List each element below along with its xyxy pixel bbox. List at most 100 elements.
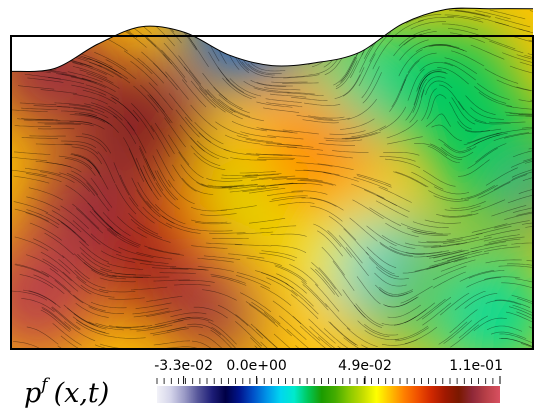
streamline — [221, 174, 259, 176]
streamline — [442, 213, 479, 218]
streamline — [146, 309, 182, 317]
streamline — [229, 108, 264, 122]
streamline — [484, 276, 521, 280]
streamline — [428, 190, 464, 200]
streamline — [128, 148, 145, 182]
streamline — [190, 145, 221, 166]
streamline — [332, 150, 369, 153]
streamline — [470, 241, 507, 250]
streamline — [11, 290, 48, 301]
streamline — [73, 294, 106, 312]
streamline — [210, 274, 246, 284]
streamline — [26, 196, 61, 211]
streamline — [422, 302, 452, 326]
streamline — [443, 320, 472, 344]
streamline — [438, 321, 468, 345]
streamline — [362, 72, 382, 104]
streamline — [480, 36, 516, 50]
streamline — [270, 233, 307, 237]
streamline — [375, 284, 408, 297]
streamline — [519, 61, 533, 71]
streamline — [132, 307, 169, 315]
streamline — [53, 8, 89, 21]
streamline — [257, 158, 294, 160]
streamline — [525, 156, 533, 164]
streamline — [222, 77, 252, 100]
streamline — [203, 255, 241, 260]
colorbar — [157, 386, 500, 403]
streamline — [429, 250, 465, 259]
streamline — [99, 277, 136, 283]
streamline — [110, 96, 139, 121]
streamline — [48, 77, 85, 85]
streamline — [123, 50, 153, 75]
streamline — [90, 177, 113, 208]
streamline — [19, 274, 54, 289]
streamline — [241, 61, 274, 78]
streamline — [170, 267, 207, 271]
streamline — [256, 127, 293, 133]
streamline — [423, 44, 460, 49]
streamline — [283, 74, 320, 79]
streamline — [329, 130, 366, 135]
streamline — [263, 312, 292, 337]
field-region — [79, 60, 204, 185]
streamline — [115, 253, 152, 263]
streamline — [175, 109, 200, 138]
streamline — [98, 8, 130, 20]
streamline — [256, 101, 293, 108]
streamline — [465, 128, 502, 133]
streamline — [269, 93, 307, 98]
streamline — [105, 59, 137, 80]
streamline — [432, 265, 467, 281]
streamline — [426, 238, 463, 243]
streamline — [249, 304, 279, 327]
streamline — [170, 312, 207, 318]
streamline — [364, 324, 399, 336]
streamline — [68, 104, 105, 113]
streamline — [470, 44, 505, 60]
streamline — [334, 8, 360, 35]
streamline — [335, 57, 358, 87]
streamline — [323, 328, 353, 350]
streamline — [501, 338, 533, 349]
streamline — [89, 210, 117, 236]
streamline — [190, 137, 220, 160]
streamline — [164, 117, 186, 148]
streamline — [147, 94, 171, 124]
streamline — [86, 73, 120, 89]
streamline — [483, 234, 520, 242]
streamline — [95, 322, 132, 329]
streamline — [207, 89, 236, 113]
streamline — [454, 10, 491, 18]
streamline — [303, 169, 340, 176]
streamline — [488, 40, 524, 54]
streamline — [381, 316, 417, 326]
free-surface-outline — [10, 7, 534, 72]
streamline — [95, 61, 128, 80]
streamline — [381, 234, 416, 249]
streamline — [149, 94, 173, 124]
streamline — [395, 327, 429, 342]
streamline — [451, 97, 476, 125]
streamline — [379, 243, 414, 257]
streamline — [94, 52, 127, 70]
streamline — [130, 60, 158, 86]
field-region — [429, 252, 533, 350]
streamline — [40, 69, 77, 77]
streamline — [381, 339, 418, 346]
streamline — [60, 205, 89, 229]
streamline — [349, 217, 378, 242]
streamline — [521, 126, 533, 129]
streamline — [159, 272, 196, 274]
streamline — [494, 21, 530, 33]
streamline — [264, 87, 301, 91]
streamline — [323, 172, 359, 182]
streamline — [412, 221, 449, 228]
streamline — [510, 156, 533, 168]
streamline — [363, 189, 397, 206]
streamline — [273, 154, 310, 157]
streamline — [71, 153, 101, 174]
streamline — [375, 200, 409, 218]
streamline — [91, 208, 119, 234]
